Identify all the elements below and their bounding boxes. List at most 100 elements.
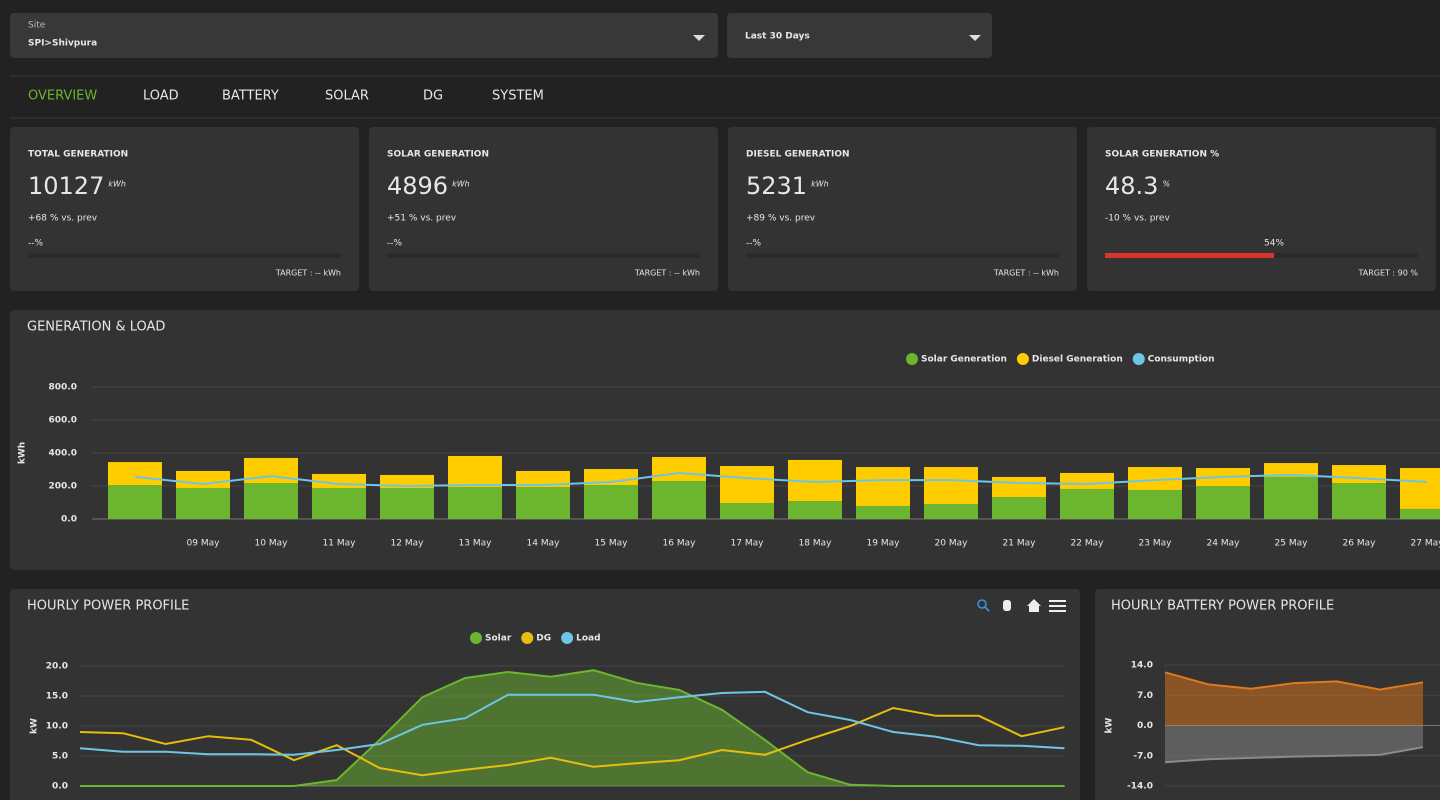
- progress-bar: [1105, 253, 1275, 258]
- area-fill: [80, 670, 1065, 786]
- y-tick-label: 7.0: [1137, 691, 1153, 701]
- bar: [244, 483, 298, 519]
- legend-swatch: [1132, 353, 1145, 365]
- y-tick-label: 20.0: [46, 662, 68, 672]
- kpi-value: 5231: [746, 172, 807, 200]
- progress-label: --%: [28, 239, 43, 249]
- legend-label[interactable]: Diesel Generation: [1032, 355, 1123, 365]
- y-tick-label: 5.0: [52, 752, 68, 762]
- tab[interactable]: SYSTEM: [492, 89, 544, 104]
- bar: [312, 487, 366, 519]
- x-tick-label: 12 May: [391, 539, 425, 549]
- kpi-value: 48.3: [1105, 172, 1158, 200]
- bar: [856, 467, 910, 506]
- legend-swatch: [1016, 353, 1029, 365]
- bar: [584, 485, 638, 519]
- bar: [176, 487, 230, 519]
- tab[interactable]: DG: [423, 89, 443, 104]
- legend-label[interactable]: Consumption: [1148, 355, 1215, 365]
- bar: [652, 456, 706, 482]
- bar: [1060, 472, 1114, 489]
- kpi-target: TARGET : -- kWh: [993, 269, 1059, 278]
- x-tick-label: 20 May: [935, 539, 969, 549]
- y-axis-label: kWh: [18, 442, 28, 464]
- x-tick-label: 24 May: [1207, 539, 1241, 549]
- x-tick-label: 26 May: [1343, 539, 1377, 549]
- y-tick-label: 600.0: [49, 416, 77, 426]
- kpi-value: 10127: [28, 172, 104, 200]
- kpi-change: -10 % vs. prev: [1105, 214, 1170, 224]
- kpi-target: TARGET : 90 %: [1357, 269, 1418, 278]
- legend-label[interactable]: Solar Generation: [921, 355, 1007, 365]
- period-value: Last 30 Days: [745, 32, 810, 42]
- tab[interactable]: BATTERY: [222, 89, 279, 104]
- kpi-change: +51 % vs. prev: [387, 214, 457, 224]
- bar: [856, 505, 910, 519]
- kpi-value: 4896: [387, 172, 448, 200]
- generation-panel: [10, 310, 1440, 570]
- pan-icon[interactable]: [1003, 600, 1011, 611]
- x-tick-label: 21 May: [1003, 539, 1037, 549]
- kpi-title: SOLAR GENERATION: [387, 150, 489, 160]
- bar: [1196, 486, 1250, 519]
- x-tick-label: 18 May: [799, 539, 833, 549]
- kpi-card: [369, 127, 718, 291]
- y-tick-label: 400.0: [49, 449, 77, 459]
- period-dropdown[interactable]: [727, 13, 992, 58]
- series-line: [134, 471, 1428, 488]
- bar: [720, 502, 774, 519]
- tab[interactable]: OVERVIEW: [28, 89, 97, 104]
- tab[interactable]: SOLAR: [325, 89, 369, 104]
- home-icon[interactable]: [1027, 599, 1041, 612]
- kpi-title: TOTAL GENERATION: [28, 150, 128, 160]
- y-tick-label: 0.0: [61, 515, 77, 525]
- chart-title: HOURLY POWER PROFILE: [27, 599, 189, 614]
- tab[interactable]: LOAD: [143, 89, 179, 104]
- legend-swatch: [906, 353, 918, 365]
- kpi-unit: kWh: [108, 180, 126, 189]
- kpi-unit: kWh: [452, 180, 470, 189]
- legend-label[interactable]: DG: [536, 634, 551, 644]
- kpi-target: TARGET : -- kWh: [634, 269, 700, 278]
- series-line: [79, 706, 1065, 777]
- bar: [992, 476, 1046, 498]
- y-tick-label: 0.0: [52, 782, 68, 792]
- bar: [992, 497, 1046, 519]
- x-tick-label: 15 May: [595, 539, 629, 549]
- kpi-target: TARGET : -- kWh: [275, 269, 341, 278]
- area-fill: [1165, 725, 1423, 763]
- series-line: [79, 690, 1065, 756]
- x-tick-label: 10 May: [255, 539, 289, 549]
- bar: [788, 501, 842, 519]
- x-tick-label: 13 May: [459, 539, 493, 549]
- bar: [924, 467, 978, 504]
- bar: [1400, 508, 1440, 519]
- x-tick-label: 23 May: [1139, 539, 1173, 549]
- x-tick-label: 25 May: [1275, 539, 1309, 549]
- bar: [108, 462, 162, 486]
- kpi-card: [728, 127, 1077, 291]
- series-line: [80, 669, 1065, 787]
- chart-toolbar: [977, 599, 1066, 612]
- legend-label[interactable]: Load: [576, 634, 600, 644]
- series-line: [1164, 671, 1424, 691]
- bar: [448, 455, 502, 487]
- y-tick-label: -7.0: [1133, 751, 1153, 761]
- x-tick-label: 22 May: [1071, 539, 1105, 549]
- progress-label: --%: [746, 239, 761, 249]
- site-dropdown[interactable]: [10, 13, 718, 58]
- site-value: SPI>Shivpura: [28, 39, 97, 49]
- bar: [516, 486, 570, 519]
- kpi-title: DIESEL GENERATION: [746, 150, 850, 160]
- bar: [176, 470, 230, 488]
- legend-swatch: [561, 632, 574, 644]
- menu-icon[interactable]: [1049, 600, 1066, 602]
- bar: [448, 486, 502, 519]
- progress-track: [28, 253, 341, 258]
- series-line: [1164, 746, 1424, 764]
- bar: [1264, 476, 1318, 519]
- kpi-title: SOLAR GENERATION %: [1105, 150, 1219, 160]
- y-tick-label: 10.0: [46, 722, 68, 732]
- legend-label[interactable]: Solar: [485, 634, 512, 644]
- zoom-icon[interactable]: [977, 599, 987, 609]
